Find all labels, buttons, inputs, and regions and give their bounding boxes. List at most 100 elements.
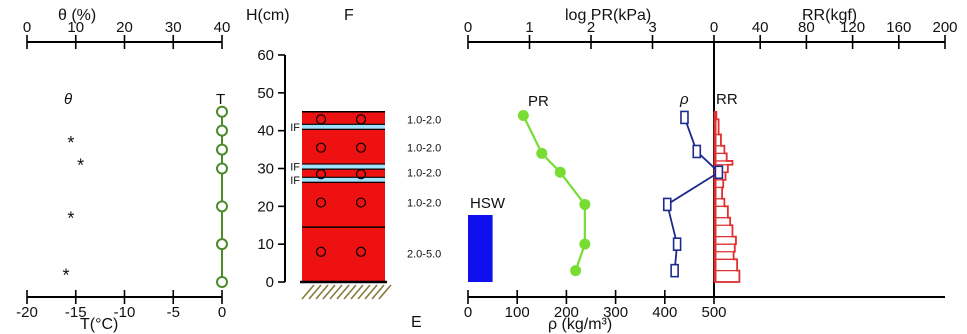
- temp-tick-label: -15: [65, 304, 87, 321]
- theta-point: *: [67, 209, 74, 229]
- pr-point: [554, 166, 566, 178]
- theta-tick-label: 0: [23, 19, 31, 36]
- height-tick-label: 10: [257, 236, 274, 253]
- grain-shape-symbol: [355, 246, 367, 257]
- ground-hatch: [371, 284, 385, 300]
- rr-tick-label: 80: [798, 19, 815, 36]
- ice-film-label: IF: [290, 175, 300, 187]
- density-point: [662, 197, 672, 212]
- rr-tick-label: 160: [886, 19, 911, 36]
- ice-film-label: IF: [290, 162, 300, 174]
- ground-hatch: [315, 284, 329, 300]
- density-point: [670, 263, 679, 278]
- theta-tick-label: 40: [214, 19, 231, 36]
- pr-point: [536, 147, 548, 159]
- ice-film-label: IF: [290, 122, 300, 134]
- theta-point: *: [77, 156, 84, 176]
- theta-tick-label: 20: [116, 19, 133, 36]
- pr-point: [579, 198, 591, 210]
- grain-shape-symbol: [315, 142, 327, 153]
- pr-tick-label: 1: [525, 19, 533, 36]
- theta-tick-label: 10: [67, 19, 84, 36]
- ground-hatch: [357, 284, 371, 300]
- grain-size-label: 1.0-2.0: [407, 114, 441, 126]
- temperature-point: [216, 276, 228, 288]
- pr-point: [517, 110, 529, 122]
- temp-tick-label: -10: [114, 304, 136, 321]
- grain-shape-symbol: [355, 142, 367, 153]
- grain-shape-symbol: [315, 197, 327, 208]
- temp-tick-label: -20: [16, 304, 38, 321]
- grain-shape-symbol: [315, 246, 327, 257]
- rho-tick-label: 100: [505, 304, 530, 321]
- station-label: F: [344, 7, 354, 24]
- height-tick-label: 30: [257, 161, 274, 178]
- density-point: [672, 237, 682, 251]
- theta-tick-label: 30: [165, 19, 182, 36]
- ground-hatch: [301, 284, 315, 300]
- rr-series-label: RR: [716, 91, 738, 108]
- pr-tick-label: 2: [587, 19, 595, 36]
- grain-size-label: 1.0-2.0: [407, 143, 441, 155]
- snow-column: [302, 111, 385, 282]
- pr-point: [579, 238, 591, 250]
- pr-line: [522, 115, 586, 272]
- rr-tick-label: 200: [932, 19, 957, 36]
- ground-hatch: [336, 284, 350, 300]
- ground-hatch: [378, 284, 392, 300]
- density-point: [714, 165, 724, 180]
- temperature-point: [216, 124, 228, 137]
- ice-film: [302, 164, 385, 169]
- hsw-label: HSW: [470, 195, 506, 212]
- rho-tick-label: 500: [701, 304, 726, 321]
- grain-shape-symbol: [315, 169, 327, 180]
- temperature-point: [216, 238, 228, 251]
- theta-point: *: [62, 265, 69, 285]
- grain-size-label: 2.0-5.0: [407, 249, 441, 261]
- pr-point: [570, 265, 582, 277]
- ice-film: [302, 177, 385, 182]
- pr-axis-title: log PR(kPa): [565, 7, 651, 24]
- ground-hatch: [329, 284, 343, 300]
- temp-tick-label: 0: [218, 304, 226, 321]
- ground-hatch: [343, 284, 357, 300]
- grain-size-label: 1.0-2.0: [407, 198, 441, 210]
- temp-tick-label: -5: [167, 304, 180, 321]
- ground-hatch: [350, 284, 364, 300]
- grain-shape-symbol: [315, 114, 327, 125]
- height-tick-label: 0: [266, 274, 274, 291]
- rr-tick-label: 120: [840, 19, 865, 36]
- grain-size-label: 1.0-2.0: [407, 167, 441, 179]
- height-tick-label: 60: [257, 47, 274, 64]
- rr-axis-title: RR(kgf): [802, 7, 857, 24]
- ground-hatch: [308, 284, 322, 300]
- theta-series-label: θ: [64, 91, 72, 108]
- rho-tick-label: 200: [554, 304, 579, 321]
- rr-tick-label: 40: [752, 19, 769, 36]
- pr-tick-label: 0: [464, 19, 472, 36]
- rr-tick-label: 0: [710, 19, 718, 36]
- ice-film: [302, 124, 385, 129]
- temperature-point: [216, 105, 228, 118]
- rho-tick-label: 300: [603, 304, 628, 321]
- theta-axis-title: θ (%): [58, 7, 96, 24]
- height-tick-label: 20: [257, 198, 274, 215]
- theta-point: *: [67, 133, 74, 153]
- rr-profile: [714, 110, 741, 283]
- temp-axis-title: T(°C): [80, 316, 118, 333]
- rho-axis-title: ρ (kg/m³): [548, 316, 612, 333]
- height-tick-label: 40: [257, 123, 274, 140]
- grain-shape-symbol: [355, 197, 367, 208]
- rho-tick-label: 400: [652, 304, 677, 321]
- temperature-point: [216, 143, 228, 156]
- ground-hatch: [322, 284, 336, 300]
- rho-tick-label: 0: [464, 304, 472, 321]
- temperature-point: [216, 162, 228, 175]
- temp-series-label: T: [216, 91, 225, 108]
- pr-tick-label: 3: [648, 19, 656, 36]
- bottom-marker-label: E: [411, 314, 422, 331]
- density-point: [680, 110, 689, 125]
- height-tick-label: 50: [257, 85, 274, 102]
